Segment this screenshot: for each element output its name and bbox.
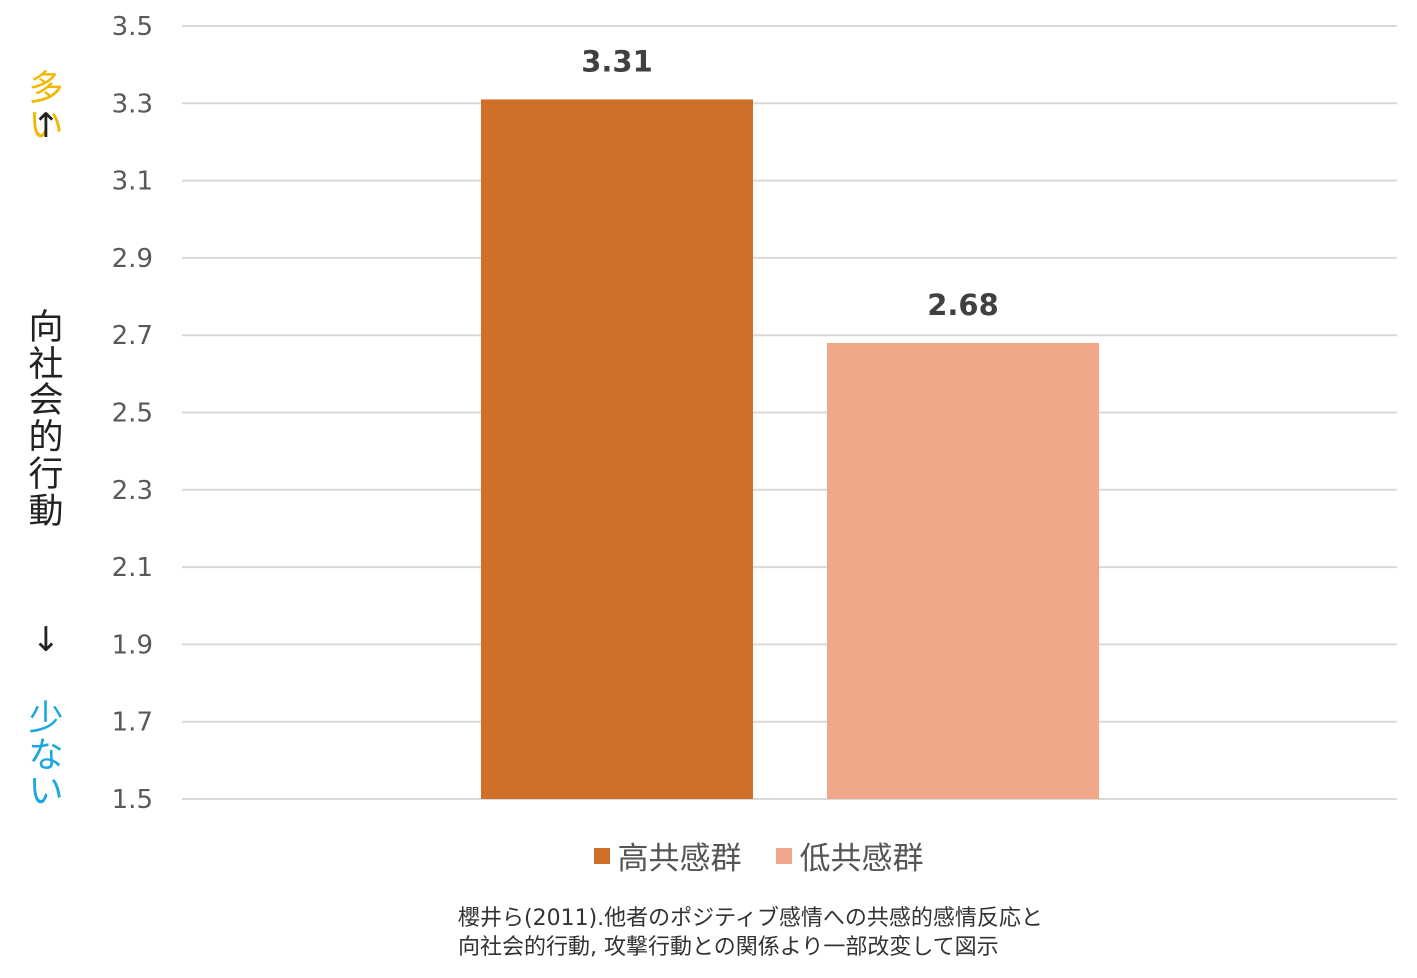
bar-low xyxy=(827,342,1099,799)
legend: 高共感群 低共感群 xyxy=(0,833,1417,878)
source-note: 櫻井ら(2011).他者のポジティブ感情への共感的感情反応と 向社会的行動, 攻… xyxy=(458,905,1043,962)
value-labels: 3.31 2.68 xyxy=(581,44,999,321)
y-tick-label: 3.1 xyxy=(112,167,153,197)
y-tick-label: 1.7 xyxy=(112,708,153,738)
y-tick-label: 1.5 xyxy=(112,785,153,815)
y-tick-label: 3.3 xyxy=(112,89,153,119)
y-tick-label: 3.5 xyxy=(112,12,153,42)
bars xyxy=(481,99,1099,799)
source-note-line-1: 櫻井ら(2011).他者のポジティブ感情への共感的感情反応と xyxy=(458,906,1043,931)
arrow-up-icon: ↑ xyxy=(31,106,61,146)
y-tick-label: 2.1 xyxy=(112,553,153,583)
value-label-low: 2.68 xyxy=(927,288,999,322)
legend-label-low: 低共感群 xyxy=(799,841,924,877)
value-label-high: 3.31 xyxy=(581,44,653,78)
ylabel-main: 向 社 会 的 行 動 xyxy=(28,307,64,532)
y-tick-label: 1.9 xyxy=(112,630,153,660)
y-tick-label: 2.9 xyxy=(112,244,153,274)
gridlines xyxy=(182,25,1397,800)
ylabel-bottom: 少 な い xyxy=(28,698,64,813)
legend-swatch-high xyxy=(593,847,610,864)
ylabel-top: 多 い xyxy=(28,68,64,146)
y-tick-label: 2.3 xyxy=(112,476,153,506)
source-note-line-2: 向社会的行動, 攻撃行動との関係より一部改変して図示 xyxy=(458,934,999,960)
arrow-down-icon: ↓ xyxy=(31,620,61,660)
y-tick-label: 2.7 xyxy=(112,321,153,351)
legend-item-high: 高共感群 xyxy=(593,833,742,878)
bar-high xyxy=(481,99,753,799)
y-tick-label: 2.5 xyxy=(112,399,153,429)
legend-label-high: 高共感群 xyxy=(617,841,742,877)
legend-item-low: 低共感群 xyxy=(775,833,924,878)
legend-swatch-low xyxy=(775,847,792,864)
y-tick-labels: 1.5 1.7 1.9 2.1 2.3 2.5 2.7 2.9 3.1 3.3 3.5 xyxy=(112,12,153,815)
